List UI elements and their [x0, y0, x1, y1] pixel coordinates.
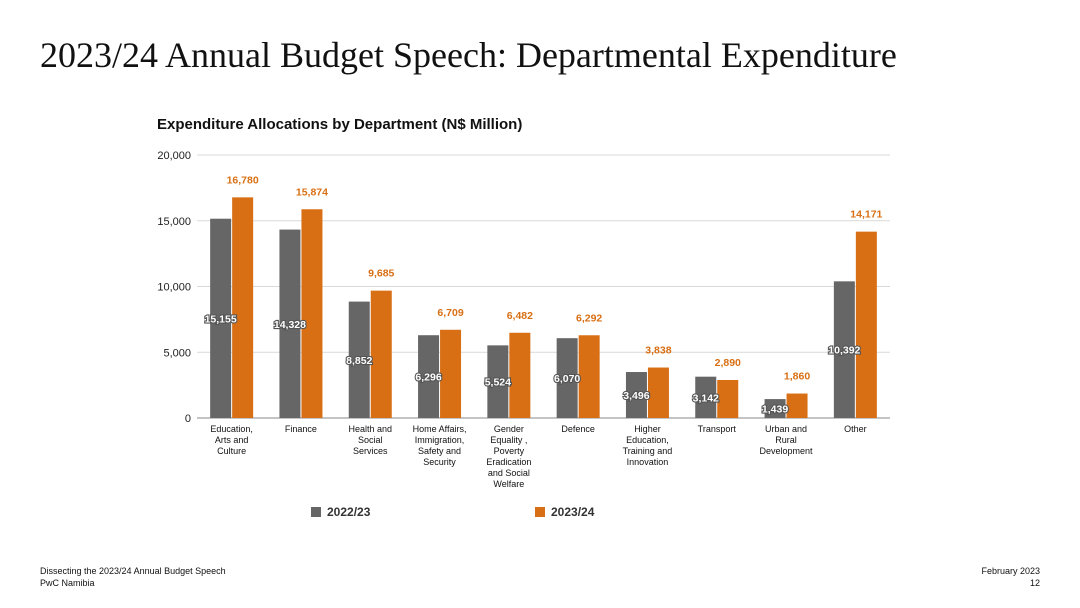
- bar-2022-23: [764, 399, 786, 418]
- legend-swatch-2023-24: [535, 507, 545, 517]
- data-label-2022-23: 8,852: [346, 355, 372, 367]
- footer-date: February 2023: [981, 566, 1040, 576]
- x-category-label-line: Equality ,: [490, 435, 527, 445]
- bar-2023-24: [440, 329, 462, 418]
- x-category-label-line: Culture: [217, 446, 246, 456]
- data-label-2023-24: 1,860: [784, 371, 810, 383]
- data-label-2022-23: 6,296: [415, 372, 441, 384]
- x-category-label-line: Transport: [698, 424, 737, 434]
- x-category-label-line: Social: [358, 435, 383, 445]
- bar-2023-24: [370, 290, 392, 418]
- bar-2023-24: [786, 393, 808, 418]
- bar-2023-24: [232, 197, 254, 418]
- bar-2022-23: [487, 345, 509, 418]
- x-category-label-line: Other: [844, 424, 867, 434]
- x-category-label-line: and Social: [488, 468, 530, 478]
- legend-label-2023-24: 2023/24: [551, 505, 595, 519]
- y-tick-label: 20,000: [157, 150, 191, 162]
- data-label-2023-24: 6,292: [576, 312, 602, 324]
- data-label-2023-24: 14,171: [850, 209, 882, 221]
- x-category-label: Gender Equality , Poverty Eradication and So…: [486, 424, 531, 489]
- data-label-2022-23: 3,496: [623, 390, 649, 402]
- x-category-label: Health and Social Services: [348, 424, 392, 456]
- footer-left: Dissecting the 2023/24 Annual Budget Spe…: [40, 565, 226, 589]
- x-category-label: Education, Arts and Culture: [210, 424, 253, 456]
- x-category-label: Transport: [698, 424, 737, 434]
- data-label-2022-23: 6,070: [554, 373, 580, 385]
- x-category-label-line: Training and: [623, 446, 673, 456]
- legend-label-2022-23: 2022/23: [327, 505, 371, 519]
- x-category-label: Other: [844, 424, 867, 434]
- footer-report-title: Dissecting the 2023/24 Annual Budget Spe…: [40, 566, 226, 576]
- bar-2023-24: [578, 335, 600, 418]
- bar-2022-23: [418, 335, 440, 418]
- footer-company: PwC Namibia: [40, 578, 95, 588]
- data-label-2023-24: 9,685: [368, 268, 394, 280]
- bar-2022-23: [695, 376, 717, 418]
- bar-2023-24: [647, 367, 669, 418]
- x-category-label-line: Health and: [348, 424, 392, 434]
- x-category-label-line: Innovation: [627, 457, 669, 467]
- y-tick-label: 15,000: [157, 216, 191, 228]
- x-category-label: Higher Education, Training and Innovation: [623, 424, 673, 467]
- bar-2023-24: [855, 231, 877, 418]
- x-category-label: Home Affairs, Immigration, Safety and Secur…: [413, 424, 467, 467]
- x-category-label-line: Defence: [561, 424, 595, 434]
- slide-title: 2023/24 Annual Budget Speech: Department…: [40, 35, 897, 75]
- bar-2022-23: [279, 229, 301, 418]
- footer-page-number: 12: [1029, 578, 1040, 588]
- data-label-2023-24: 2,890: [715, 357, 741, 369]
- x-category-label-line: Services: [353, 446, 388, 456]
- data-label-2022-23: 3,142: [693, 392, 719, 404]
- x-category-label: Urban and Rural Development: [760, 424, 814, 456]
- bar-2022-23: [625, 372, 647, 418]
- data-label-2023-24: 6,482: [507, 310, 533, 322]
- y-tick-label: 10,000: [157, 282, 191, 294]
- x-category-label-line: Safety and: [418, 446, 461, 456]
- x-category-label-line: Urban and: [765, 424, 807, 434]
- bar-2022-23: [556, 338, 578, 418]
- x-category-label-line: Development: [760, 446, 814, 456]
- x-category-label-line: Immigration,: [415, 435, 465, 445]
- x-category-label-line: Education,: [210, 424, 253, 434]
- x-category-label-line: Security: [423, 457, 456, 467]
- footer-right: February 2023 12: [981, 565, 1040, 589]
- data-label-2023-24: 6,709: [437, 307, 463, 319]
- x-category-label: Defence: [561, 424, 595, 434]
- data-label-2023-24: 16,780: [227, 174, 259, 186]
- bar-2022-23: [833, 281, 855, 418]
- legend-swatch-2022-23: [311, 507, 321, 517]
- x-category-label-line: Finance: [285, 424, 317, 434]
- data-label-2022-23: 14,328: [274, 319, 306, 331]
- data-label-2022-23: 5,524: [485, 377, 511, 389]
- x-category-label: Finance: [285, 424, 317, 434]
- data-label-2023-24: 3,838: [645, 345, 671, 357]
- x-category-label-line: Home Affairs,: [413, 424, 467, 434]
- x-category-label-line: Higher: [634, 424, 661, 434]
- x-category-label-line: Gender: [494, 424, 524, 434]
- data-label-2022-23: 1,439: [762, 404, 788, 416]
- bar-2022-23: [348, 301, 370, 418]
- bar-2022-23: [210, 218, 232, 418]
- y-tick-label: 5,000: [163, 347, 191, 359]
- data-label-2023-24: 15,874: [296, 186, 328, 198]
- x-category-label-line: Rural: [775, 435, 797, 445]
- bar-2023-24: [717, 379, 739, 418]
- data-label-2022-23: 10,392: [828, 345, 860, 357]
- x-category-label-line: Arts and: [215, 435, 249, 445]
- x-category-label-line: Poverty: [494, 446, 525, 456]
- y-tick-label: 0: [185, 413, 191, 425]
- bar-2023-24: [301, 209, 323, 418]
- x-category-label-line: Education,: [626, 435, 669, 445]
- data-label-2022-23: 15,155: [205, 313, 237, 325]
- chart-title: Expenditure Allocations by Department (N…: [157, 116, 523, 133]
- x-category-label-line: Welfare: [493, 479, 524, 489]
- x-category-label-line: Eradication: [486, 457, 531, 467]
- bar-2023-24: [509, 332, 531, 418]
